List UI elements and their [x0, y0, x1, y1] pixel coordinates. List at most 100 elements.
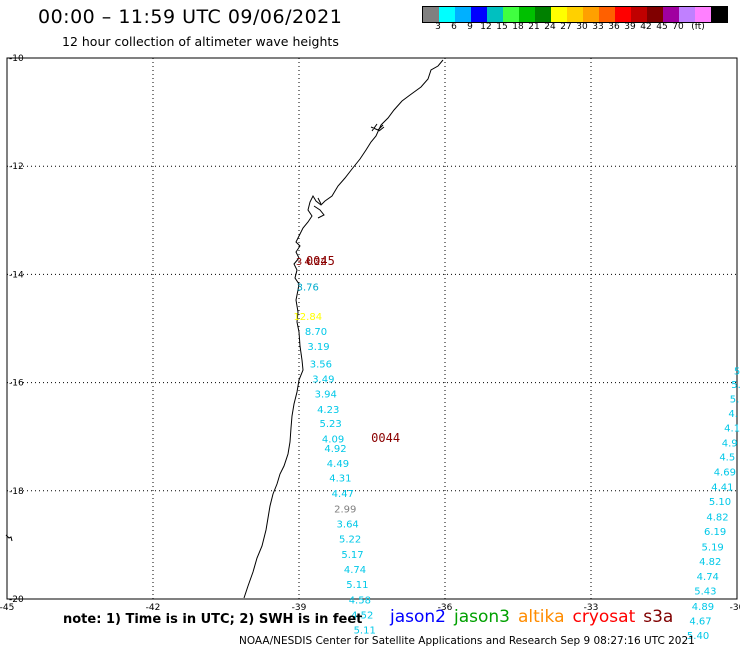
color-scale-label: 27: [560, 22, 572, 32]
longitude-tick-label: -42: [146, 603, 161, 613]
longitude-tick-label: -33: [584, 603, 599, 613]
color-scale-label: 39: [624, 22, 636, 32]
wave-height-value: 5.: [731, 380, 740, 391]
latitude-tick-label: -20: [9, 595, 24, 605]
buoy-station-label: 0045: [306, 254, 335, 268]
wave-height-value: 5.10: [709, 497, 731, 508]
wave-height-value: 4.31: [329, 474, 351, 485]
coastline: [243, 59, 444, 599]
coastline-inlet: [370, 123, 385, 132]
wave-height-value: 4.82: [699, 557, 721, 568]
wave-height-value: 3.94: [315, 390, 337, 401]
coastline-bay: [313, 197, 325, 219]
legend-entry: jason2: [390, 607, 446, 627]
axis-tick-labels: -45 -42 -39 -36 -33 -30 -10 -12 -14 -16 -18 -20: [0, 54, 740, 613]
credit-line: NOAA/NESDIS Center for Satellite Applica…: [239, 635, 695, 647]
wave-height-value: 4.9: [722, 438, 738, 449]
wave-height-value: 5.43: [694, 587, 716, 598]
legend-entry: cryosat: [572, 607, 636, 627]
wave-height-value: 4.74: [697, 572, 719, 583]
color-scale-label: 30: [576, 22, 588, 32]
wave-height-value: 4.23: [317, 405, 339, 416]
legend-entry: s3a: [643, 607, 674, 627]
wave-height-value: 5.11: [346, 580, 368, 591]
color-swatch: [487, 7, 503, 22]
color-scale-label: 9: [467, 22, 473, 32]
longitude-tick-label: -45: [0, 603, 14, 613]
island-mark: [5, 534, 13, 542]
buoy-station-label: 0044: [371, 431, 400, 445]
color-swatch: [503, 7, 519, 22]
color-swatch: [647, 7, 663, 22]
color-scale-label: 15: [496, 22, 508, 32]
wave-height-value: 4.89: [692, 602, 714, 613]
wave-height-value: 4.09: [322, 435, 344, 446]
wave-height-value: 4.67: [689, 616, 711, 627]
color-swatch: [663, 7, 679, 22]
wave-height-value: 8.70: [305, 327, 327, 338]
buoy-stations: 0045 0044: [306, 254, 400, 445]
color-scale-label: 70: [672, 22, 684, 32]
wave-height-value: 5.11: [354, 626, 376, 637]
color-swatch: [535, 7, 551, 22]
color-scale-label: 3: [435, 22, 441, 32]
wave-height-value: 4.69: [714, 468, 736, 479]
color-scale-label: 42: [640, 22, 652, 32]
wave-height-value: 3.76: [297, 283, 319, 294]
color-swatch: [471, 7, 487, 22]
latitude-tick-label: -18: [9, 487, 24, 497]
wave-height-value: 2.99: [334, 504, 356, 515]
wave-height-value: 3.19: [307, 342, 329, 353]
color-swatch: [695, 7, 711, 22]
longitude-tick-label: -36: [438, 603, 453, 613]
color-scale-labels: 3 6 9 12 15 18 21 24 27 30 33 36 39 42 45 70 (ft): [422, 22, 740, 34]
color-swatch: [439, 7, 455, 22]
wave-height-value: 4.47: [332, 489, 354, 500]
color-scale-label: 12: [480, 22, 492, 32]
wave-height-value: 4.41: [711, 482, 733, 493]
wave-height-value: 4.82: [706, 513, 728, 524]
color-swatch: [583, 7, 599, 22]
wave-height-value: 3: [296, 257, 302, 268]
wave-height-value: 5.17: [341, 550, 363, 561]
color-swatch: [631, 7, 647, 22]
color-swatch: [599, 7, 615, 22]
color-scale-label: 45: [656, 22, 668, 32]
satellite-legend: jason2 jason3 altika cryosat s3a: [390, 607, 681, 627]
wave-height-value: 3.56: [310, 359, 332, 370]
wave-height-value: 4.22: [304, 257, 326, 268]
wave-height-value: 5.: [730, 395, 740, 406]
latitude-tick-label: -10: [9, 54, 24, 64]
wave-height-observations: 3 4.22 3.76 12.84 8.70 3.19 3.56 3.49 3.94 4.23 5.…: [293, 257, 740, 642]
latitude-tick-label: -12: [9, 162, 24, 172]
color-swatch: [567, 7, 583, 22]
legend-entry: altika: [518, 607, 565, 627]
wave-height-value: 5: [734, 366, 740, 377]
color-scale-label: 36: [608, 22, 620, 32]
color-scale-label: 18: [512, 22, 524, 32]
color-swatch: [423, 7, 439, 22]
color-scale-label: 21: [528, 22, 540, 32]
wave-height-value: 5.40: [687, 631, 709, 642]
map-title: 00:00 – 11:59 UTC 09/06/2021: [38, 6, 343, 28]
grid-lines: [7, 58, 737, 599]
wave-height-value: 4.92: [324, 444, 346, 455]
wave-height-value: 3.64: [337, 520, 359, 531]
color-swatch: [711, 7, 727, 22]
longitude-tick-label: -39: [292, 603, 307, 613]
map-subtitle: 12 hour collection of altimeter wave hei…: [62, 34, 339, 49]
latitude-tick-label: -14: [9, 270, 24, 280]
wave-height-value: 4.74: [344, 565, 366, 576]
latitude-tick-label: -16: [9, 379, 24, 389]
color-swatch: [519, 7, 535, 22]
color-swatch: [679, 7, 695, 22]
color-swatch: [615, 7, 631, 22]
wave-height-value: 4.5: [719, 453, 735, 464]
legend-entry: jason3: [454, 607, 510, 627]
units-note: note: 1) Time is in UTC; 2) SWH is in fe…: [63, 612, 363, 627]
wave-height-value: 5.23: [320, 419, 342, 430]
wave-height-value: 12.84: [293, 312, 322, 323]
wave-height-value: 5.19: [702, 542, 724, 553]
wave-height-value: 4.: [728, 409, 738, 420]
